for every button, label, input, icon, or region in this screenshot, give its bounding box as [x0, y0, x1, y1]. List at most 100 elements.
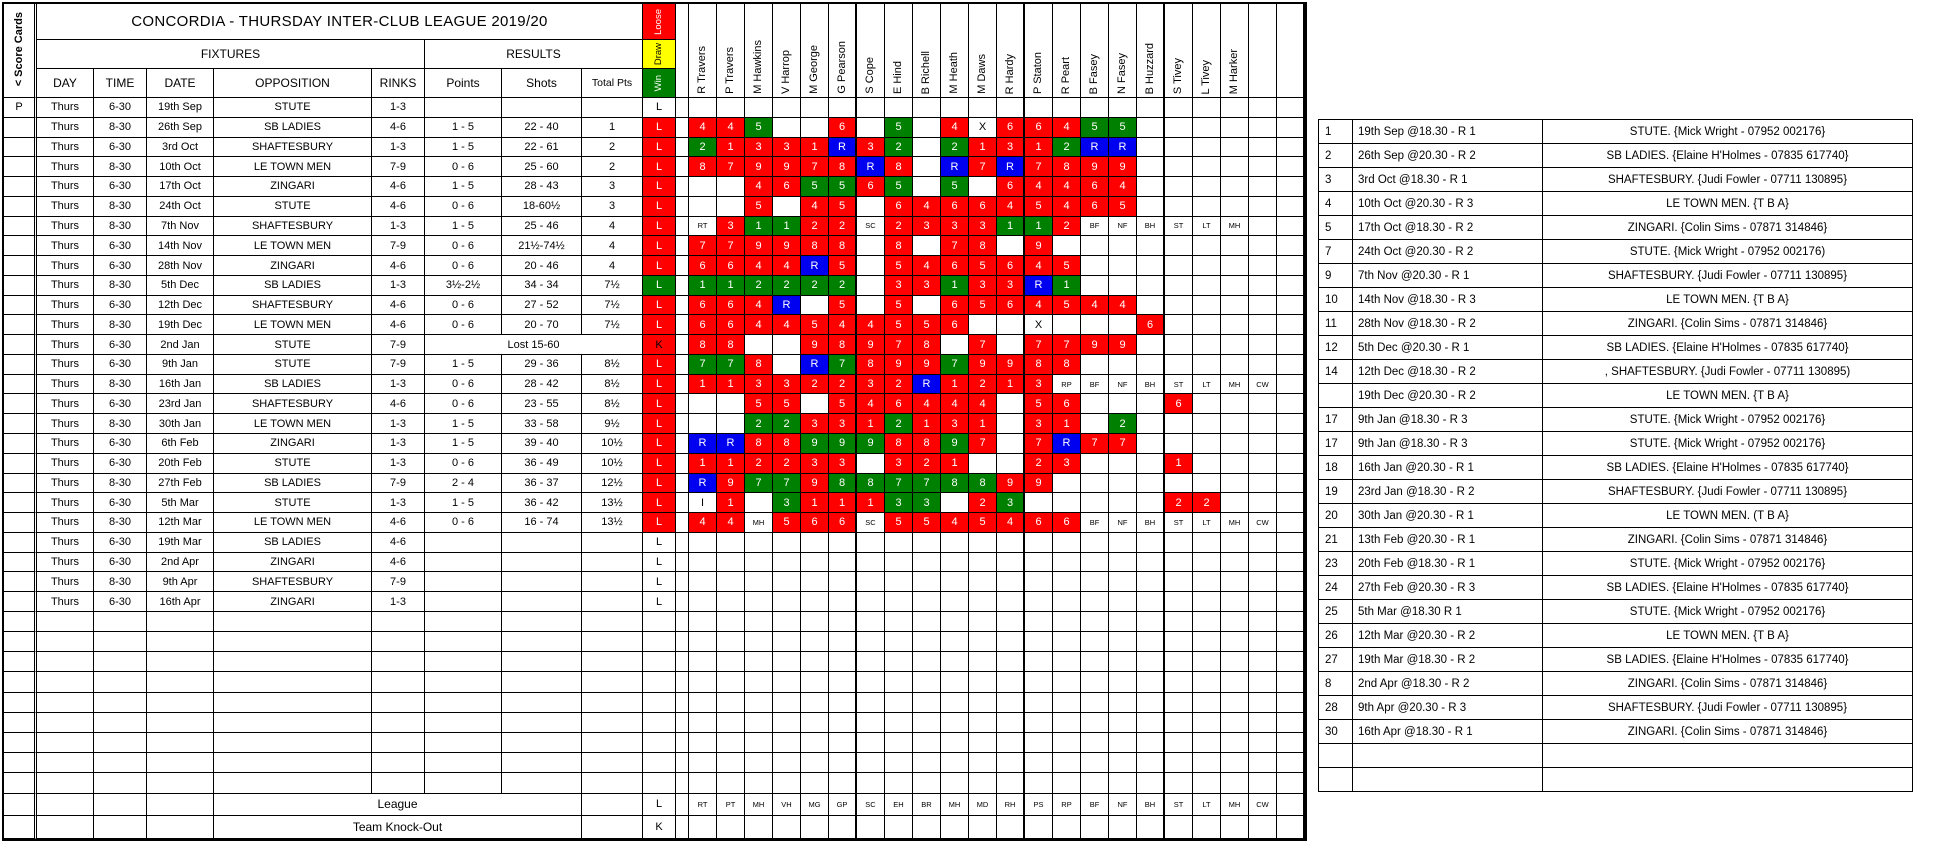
- grid-cell[interactable]: [1193, 236, 1221, 257]
- grid-cell[interactable]: [1277, 532, 1305, 553]
- grid-cell[interactable]: [1277, 592, 1305, 612]
- grid-cell[interactable]: [885, 652, 913, 673]
- grid-cell[interactable]: 3: [773, 374, 801, 395]
- grid-cell[interactable]: [1193, 473, 1221, 494]
- grid-cell[interactable]: [857, 773, 885, 794]
- grid-cell[interactable]: [1277, 513, 1305, 533]
- grid-cell[interactable]: [913, 733, 941, 754]
- player-initials-cell[interactable]: [745, 815, 773, 839]
- cell-date[interactable]: 19th Mar: [147, 532, 214, 553]
- grid-cell[interactable]: [717, 592, 745, 612]
- grid-cell[interactable]: [997, 773, 1025, 794]
- cell-shots[interactable]: [502, 712, 582, 734]
- grid-cell[interactable]: 3: [913, 493, 941, 514]
- grid-cell[interactable]: [913, 611, 941, 633]
- cell-date[interactable]: 12th Mar: [147, 513, 214, 533]
- grid-cell[interactable]: [1165, 196, 1193, 217]
- cell-shots[interactable]: 23 - 55: [502, 394, 582, 415]
- grid-cell[interactable]: 8: [913, 335, 941, 355]
- grid-cell[interactable]: [717, 712, 745, 734]
- cell-shots[interactable]: [502, 532, 582, 553]
- cell-day[interactable]: Thurs: [37, 354, 94, 375]
- grid-cell[interactable]: 9: [801, 335, 829, 355]
- grid-cell[interactable]: [1221, 632, 1249, 653]
- cell-day[interactable]: [37, 773, 94, 794]
- grid-cell[interactable]: [1277, 374, 1305, 395]
- schedule-date-time[interactable]: 7th Nov @20.30 - R 1: [1353, 264, 1543, 288]
- cell-rinks[interactable]: 4-6: [372, 177, 425, 197]
- grid-cell[interactable]: 9: [857, 335, 885, 355]
- grid-cell[interactable]: [1137, 256, 1165, 276]
- grid-cell[interactable]: [717, 98, 745, 118]
- score-card-cell[interactable]: [4, 216, 37, 237]
- grid-cell[interactable]: [885, 672, 913, 693]
- cell-shots[interactable]: 25 - 46: [502, 216, 582, 237]
- grid-cell[interactable]: [689, 394, 717, 415]
- grid-cell[interactable]: [1249, 157, 1277, 178]
- grid-cell[interactable]: [1249, 692, 1277, 713]
- grid-cell[interactable]: 3: [941, 216, 969, 237]
- grid-cell[interactable]: [1249, 315, 1277, 336]
- grid-cell[interactable]: 5: [1025, 196, 1053, 217]
- grid-cell[interactable]: [1221, 672, 1249, 693]
- grid-cell[interactable]: 1: [717, 374, 745, 395]
- cell-rinks[interactable]: 7-9: [372, 354, 425, 375]
- grid-cell[interactable]: [1165, 632, 1193, 653]
- cell-time[interactable]: 8-30: [94, 572, 147, 593]
- grid-cell[interactable]: [941, 532, 969, 553]
- grid-cell[interactable]: MH: [1221, 513, 1249, 533]
- cell-points[interactable]: 1 - 5: [425, 177, 502, 197]
- cell-points[interactable]: 1 - 5: [425, 434, 502, 454]
- schedule-date-time[interactable]: 12th Mar @20.30 - R 2: [1353, 624, 1543, 648]
- grid-cell[interactable]: [1165, 236, 1193, 257]
- grid-cell[interactable]: [829, 98, 857, 118]
- grid-cell[interactable]: [1137, 394, 1165, 415]
- grid-cell[interactable]: [857, 196, 885, 217]
- grid-cell[interactable]: [1277, 394, 1305, 415]
- grid-cell[interactable]: 9: [1025, 236, 1053, 257]
- grid-cell[interactable]: MH: [745, 513, 773, 533]
- grid-cell[interactable]: [1109, 275, 1137, 296]
- grid-cell[interactable]: [1277, 473, 1305, 494]
- cell-total-pts[interactable]: 7½: [582, 315, 643, 336]
- grid-cell[interactable]: [1249, 453, 1277, 474]
- cell-opposition[interactable]: STUTE: [214, 493, 372, 514]
- grid-cell[interactable]: [1277, 295, 1305, 316]
- cell-day[interactable]: Thurs: [37, 513, 94, 533]
- player-initials-cell[interactable]: [969, 815, 997, 839]
- cell-total-pts[interactable]: 4: [582, 256, 643, 276]
- grid-cell[interactable]: 1: [829, 493, 857, 514]
- grid-cell[interactable]: 2: [885, 414, 913, 435]
- grid-cell[interactable]: [745, 753, 773, 774]
- score-card-cell[interactable]: [4, 712, 37, 734]
- score-card-cell[interactable]: [4, 157, 37, 178]
- grid-cell[interactable]: 8: [857, 473, 885, 494]
- grid-cell[interactable]: 8: [689, 157, 717, 178]
- player-initials-cell[interactable]: BH: [1137, 793, 1165, 816]
- grid-cell[interactable]: [745, 652, 773, 673]
- grid-cell[interactable]: R: [801, 354, 829, 375]
- grid-cell[interactable]: [801, 532, 829, 553]
- cell-rinks[interactable]: [372, 652, 425, 673]
- grid-cell[interactable]: [913, 692, 941, 713]
- cell-rinks[interactable]: 7-9: [372, 572, 425, 593]
- score-card-cell[interactable]: [4, 513, 37, 533]
- schedule-date-time[interactable]: 12th Dec @18.30 - R 2: [1353, 360, 1543, 384]
- score-card-cell[interactable]: [4, 196, 37, 217]
- grid-cell[interactable]: [1165, 733, 1193, 754]
- cell-points[interactable]: [425, 773, 502, 794]
- grid-cell[interactable]: 8: [745, 354, 773, 375]
- grid-cell[interactable]: [1249, 753, 1277, 774]
- grid-cell[interactable]: 6: [969, 196, 997, 217]
- cell-total-pts[interactable]: 13½: [582, 493, 643, 514]
- grid-cell[interactable]: 1: [801, 493, 829, 514]
- grid-cell[interactable]: 4: [941, 394, 969, 415]
- cell-day[interactable]: Thurs: [37, 315, 94, 336]
- cell-opposition[interactable]: SB LADIES: [214, 117, 372, 138]
- cell-opposition[interactable]: STUTE: [214, 335, 372, 355]
- grid-cell[interactable]: [1249, 592, 1277, 612]
- grid-cell[interactable]: [1081, 733, 1109, 754]
- cell-result-note[interactable]: Lost 15-60: [425, 335, 643, 355]
- grid-cell[interactable]: [1165, 256, 1193, 276]
- cell-shots[interactable]: [502, 753, 582, 774]
